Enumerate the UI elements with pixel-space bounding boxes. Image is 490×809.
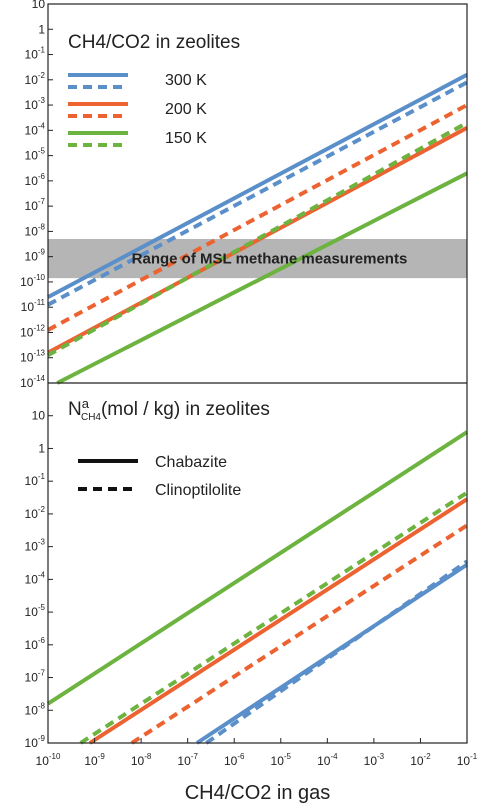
legend-label-2: 150 K (165, 130, 207, 147)
top-series-line-1 (47, 80, 468, 307)
top-y-tick-label-5: 10-4 (25, 121, 46, 137)
x-tick-label-2: 10-8 (131, 752, 152, 768)
bottom-series-line-0 (46, 430, 469, 706)
x-tick-label-0: 10-10 (36, 752, 61, 768)
bottom-y-tick-label-8: 10-7 (25, 669, 46, 685)
top-series-line-4 (56, 171, 468, 385)
bottom-series-line-5 (205, 559, 469, 745)
series-layer (46, 72, 469, 745)
bottom-y-tick-label-0: 10 (32, 409, 46, 423)
bottom-panel-title: Na CH4(mol / kg) in zeolites (68, 396, 270, 423)
legend-label-0: 300 K (165, 72, 207, 89)
bottom-y-tick-label-5: 10-4 (25, 570, 46, 586)
top-y-tick-label-10: 10-9 (25, 248, 46, 264)
top-y-tick-label-13: 10-12 (20, 323, 45, 339)
bottom-y-tick-label-7: 10-6 (25, 636, 46, 652)
top-y-tick-label-11: 10-10 (20, 273, 45, 289)
top-y-tick-label-1: 1 (38, 22, 45, 36)
top-series-line-0 (47, 72, 468, 299)
top-y-tick-label-15: 10-14 (20, 374, 45, 390)
axes-layer (47, 3, 468, 744)
top-y-tick-label-7: 10-6 (25, 172, 46, 188)
x-tick-label-9: 10-1 (457, 752, 478, 768)
top-y-tick-label-4: 10-3 (25, 96, 46, 112)
bottom-y-tick-label-4: 10-3 (25, 538, 46, 554)
bottom-y-tick-label-2: 10-1 (25, 472, 46, 488)
legend-label-1: 200 K (165, 101, 207, 118)
top-y-tick-label-2: 10-1 (25, 46, 46, 62)
legend-zeolite-label-0: Chabazite (155, 454, 227, 471)
bottom-series-line-3 (130, 523, 469, 745)
text-layer: Range of MSL methane measurements 10 1 10-1… (20, 0, 478, 804)
x-tick-label-8: 10-2 (410, 752, 431, 768)
top-panel-title: CH4/CO2 in zeolites (68, 32, 240, 53)
x-tick-label-1: 10-9 (84, 752, 105, 768)
x-tick-label-3: 10-7 (177, 752, 198, 768)
bottom-y-tick-label-3: 10-2 (25, 505, 46, 521)
bottom-y-tick-label-1: 1 (38, 441, 45, 455)
top-y-tick-label-8: 10-7 (25, 197, 46, 213)
x-axis-label: CH4/CO2 in gas (185, 782, 331, 804)
x-tick-label-6: 10-4 (317, 752, 338, 768)
top-y-tick-label-14: 10-13 (20, 349, 45, 365)
top-series-line-5 (47, 121, 468, 357)
top-series-line-3 (47, 103, 468, 332)
top-y-tick-label-6: 10-5 (25, 147, 46, 163)
bottom-y-tick-label-9: 10-8 (25, 701, 46, 717)
top-y-tick-label-0: 10 (32, 0, 46, 11)
x-tick-label-4: 10-6 (224, 752, 245, 768)
plot-frame (47, 3, 468, 744)
msl-range-label: Range of MSL methane measurements (132, 251, 408, 268)
bottom-y-tick-label-6: 10-5 (25, 603, 46, 619)
x-tick-label-7: 10-3 (364, 752, 385, 768)
top-y-tick-label-12: 10-11 (21, 298, 46, 314)
bottom-series-line-1 (79, 490, 469, 745)
bottom-series-line-2 (88, 497, 469, 745)
bottom-y-tick-label-10: 10-9 (25, 734, 46, 750)
top-y-tick-label-9: 10-8 (25, 222, 46, 238)
legend-zeolite-label-1: Clinoptilolite (155, 482, 241, 499)
top-y-tick-label-3: 10-2 (25, 71, 46, 87)
x-tick-label-5: 10-5 (271, 752, 292, 768)
